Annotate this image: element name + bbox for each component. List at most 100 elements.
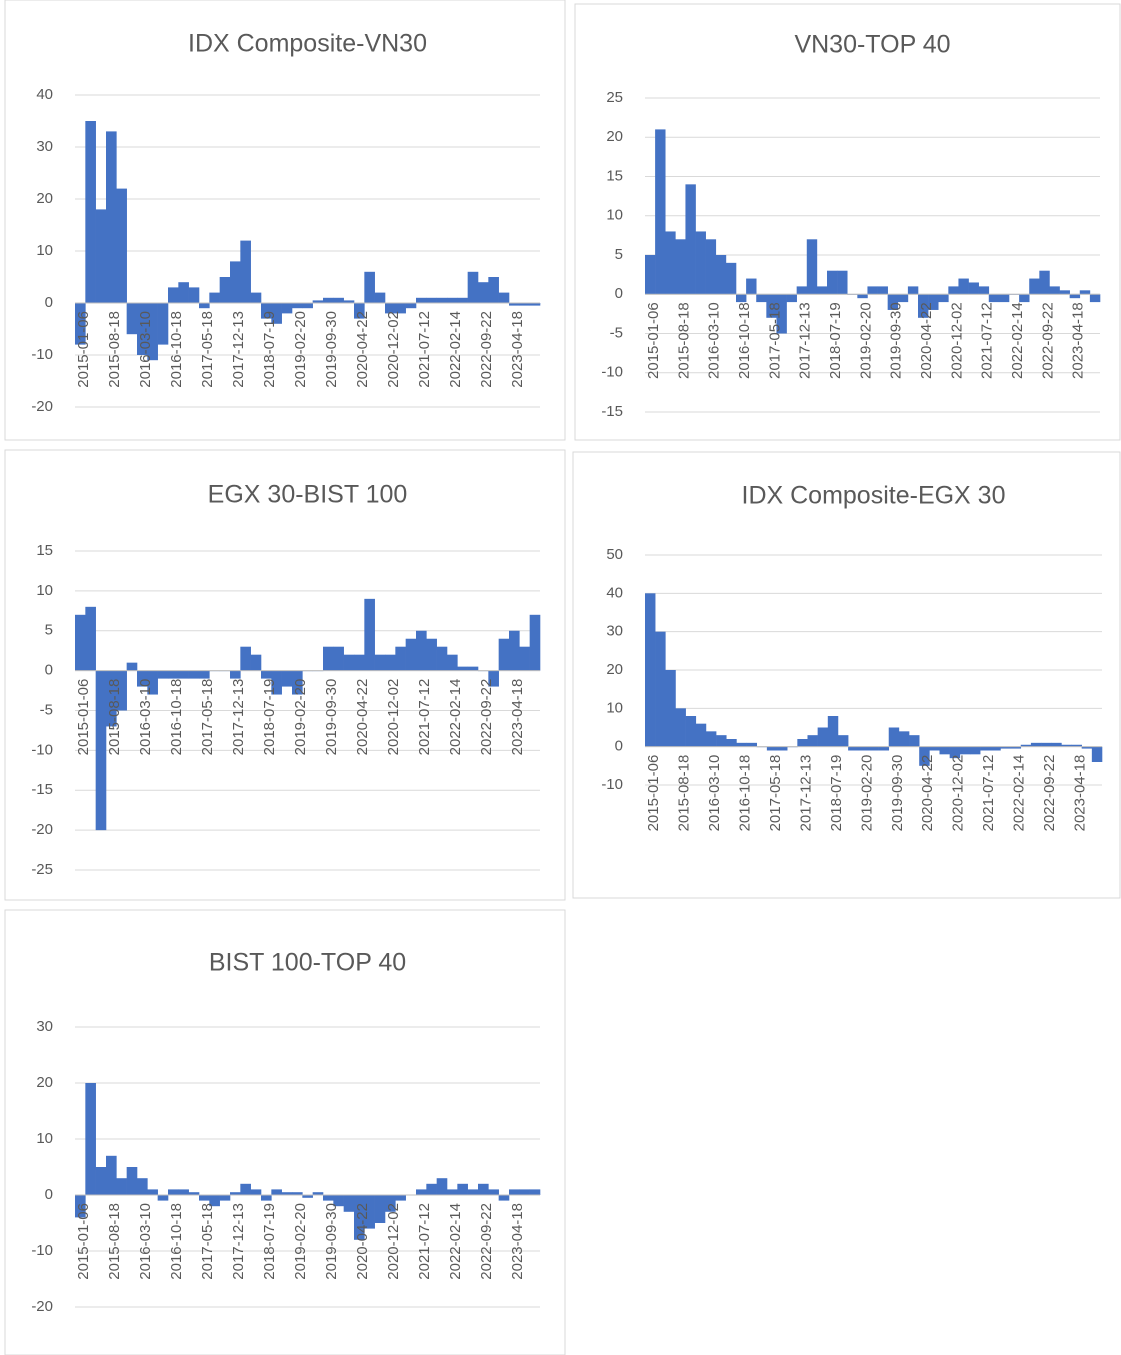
chart-title: EGX 30-BIST 100	[208, 481, 408, 509]
x-tick-label: 2019-02-20	[292, 679, 309, 756]
bar	[867, 286, 878, 295]
bar	[736, 742, 747, 747]
bar	[95, 670, 107, 831]
bar	[354, 654, 365, 671]
bar	[219, 1195, 231, 1201]
bar	[1000, 746, 1011, 749]
bar	[343, 654, 355, 671]
bar	[827, 716, 839, 747]
x-tick-label: 2020-12-02	[385, 1203, 402, 1280]
bar	[416, 1189, 427, 1195]
x-tick-label: 2021-07-12	[980, 755, 997, 832]
y-tick-label: 50	[606, 546, 623, 563]
bar	[209, 292, 220, 303]
y-tick-label: 30	[606, 623, 623, 640]
bar	[1041, 742, 1052, 747]
bar	[857, 294, 868, 299]
y-tick-label: 40	[606, 584, 623, 601]
bar	[939, 746, 950, 755]
bar	[756, 294, 767, 303]
x-tick-label: 2023-04-18	[1070, 302, 1087, 379]
y-tick-label: -10	[31, 741, 53, 758]
bar	[807, 735, 818, 747]
bar	[1061, 744, 1072, 747]
y-tick-label: 10	[36, 1130, 53, 1147]
x-tick-label: 2022-09-22	[1041, 755, 1058, 832]
bar	[364, 1195, 375, 1229]
bar	[816, 286, 828, 295]
bar	[509, 630, 520, 671]
bar	[887, 294, 899, 310]
bar	[1069, 294, 1081, 299]
panel-frame	[4, 0, 566, 441]
x-tick-label: 2021-07-12	[416, 679, 433, 756]
y-tick-label: -5	[610, 324, 623, 341]
bar	[157, 303, 169, 345]
bar	[240, 646, 251, 671]
bar	[695, 231, 706, 295]
y-tick-label: 0	[615, 285, 623, 302]
bar	[938, 294, 949, 303]
x-tick-label: 2015-01-06	[75, 311, 92, 388]
bar	[529, 303, 541, 306]
bar	[959, 746, 971, 755]
bar	[385, 1195, 396, 1212]
bar	[726, 739, 737, 747]
bar	[498, 1195, 510, 1201]
bar	[385, 654, 396, 671]
bar	[426, 1183, 437, 1195]
y-tick-label: 25	[606, 89, 623, 106]
x-tick-label: 2017-12-13	[230, 679, 247, 756]
bar	[436, 1178, 448, 1195]
bar	[137, 670, 148, 687]
bar	[919, 746, 930, 766]
bar	[240, 1183, 251, 1195]
bar	[75, 614, 86, 671]
bar	[436, 646, 448, 671]
bar	[230, 261, 241, 303]
y-tick-label: 5	[45, 622, 53, 639]
bar	[292, 670, 303, 695]
x-tick-label: 2019-02-20	[292, 1203, 309, 1280]
bar	[519, 1189, 530, 1195]
y-tick-label: -20	[31, 398, 53, 415]
bar	[271, 1189, 282, 1195]
bar	[909, 735, 920, 747]
bar	[302, 1195, 313, 1198]
y-tick-label: 10	[36, 242, 53, 259]
bar	[126, 1167, 138, 1195]
bar	[230, 670, 241, 679]
x-tick-label: 2019-02-20	[857, 302, 874, 379]
bar	[488, 277, 499, 303]
bar	[1089, 294, 1101, 303]
bar	[877, 286, 888, 295]
y-tick-label: -15	[601, 403, 623, 420]
bar	[261, 303, 272, 319]
bar	[1039, 270, 1050, 295]
bar	[312, 300, 324, 303]
bar	[447, 654, 458, 671]
bar	[980, 746, 991, 751]
bar	[655, 631, 666, 747]
x-tick-label: 2023-04-18	[1072, 755, 1089, 832]
x-tick-label: 2015-08-18	[106, 311, 123, 388]
bar	[675, 708, 686, 747]
bar	[374, 1195, 386, 1223]
x-tick-label: 2022-09-22	[1039, 302, 1056, 379]
bar	[897, 294, 909, 303]
bar	[705, 239, 717, 295]
bar	[1059, 290, 1070, 295]
bar	[106, 131, 117, 303]
x-tick-label: 2017-05-18	[766, 302, 783, 379]
bar	[250, 1189, 262, 1195]
bar	[888, 727, 900, 747]
bar	[716, 735, 727, 747]
bar	[116, 188, 127, 303]
bar	[1010, 746, 1022, 749]
bar	[271, 303, 282, 324]
bar	[746, 278, 757, 295]
y-tick-label: 30	[36, 1018, 53, 1035]
bar	[1091, 746, 1103, 762]
x-tick-label: 2019-09-30	[888, 302, 905, 379]
